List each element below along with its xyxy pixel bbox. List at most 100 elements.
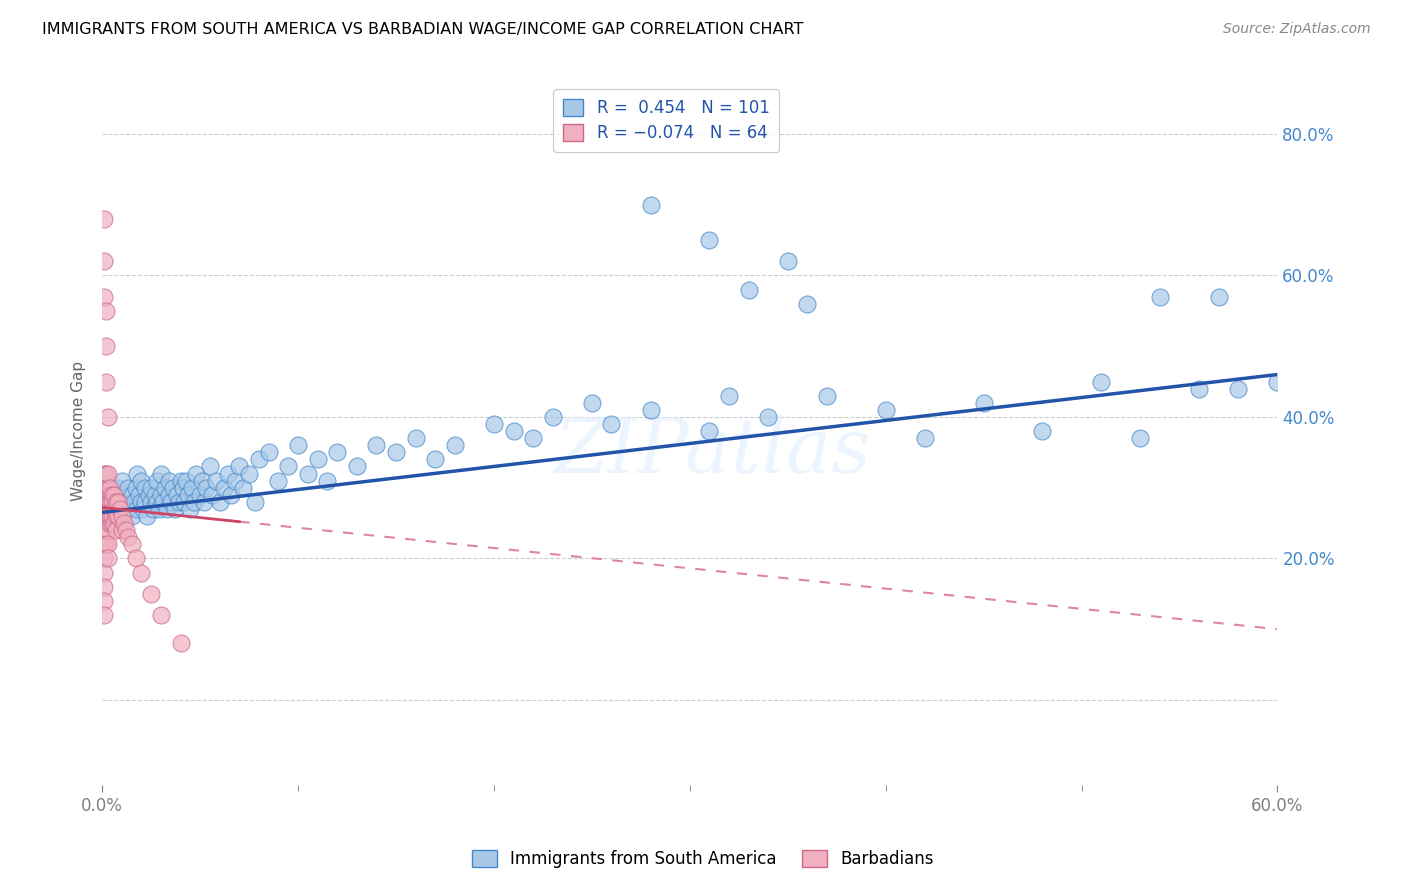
Point (98, 508, 121, 523)
Point (97, 409, 120, 424)
Point (776, 254, 799, 268)
Point (224, 474, 246, 488)
Point (94, 508, 117, 523)
Point (152, 495, 174, 509)
Y-axis label: Wage/Income Gap: Wage/Income Gap (72, 361, 86, 501)
Point (141, 587, 163, 601)
Point (307, 452, 329, 467)
Point (238, 467, 260, 481)
Point (179, 502, 201, 516)
Point (104, 495, 127, 509)
Point (97, 551, 120, 566)
Point (107, 508, 129, 523)
Point (97, 508, 120, 523)
Point (101, 488, 124, 502)
Point (198, 459, 221, 474)
Point (756, 409, 779, 424)
Point (640, 198, 662, 212)
Point (1129, 431, 1152, 445)
Point (405, 431, 427, 445)
Point (101, 516, 124, 530)
Point (143, 488, 166, 502)
Point (796, 297, 818, 311)
Point (204, 474, 226, 488)
Point (128, 488, 150, 502)
Point (208, 495, 231, 509)
Point (1090, 375, 1112, 389)
Point (117, 530, 139, 544)
Point (93, 467, 115, 481)
Point (914, 431, 936, 445)
Point (443, 438, 465, 452)
Point (93, 508, 115, 523)
Point (98, 516, 121, 530)
Point (97, 467, 120, 481)
Point (93, 566, 115, 580)
Point (156, 502, 179, 516)
Point (101, 488, 124, 502)
Point (159, 495, 181, 509)
Point (94, 502, 117, 516)
Point (94, 481, 117, 495)
Point (142, 502, 165, 516)
Point (108, 502, 131, 516)
Point (815, 389, 838, 403)
Point (297, 467, 319, 481)
Legend: Immigrants from South America, Barbadians: Immigrants from South America, Barbadian… (465, 843, 941, 875)
Point (277, 459, 299, 474)
Point (157, 488, 180, 502)
Text: Source: ZipAtlas.com: Source: ZipAtlas.com (1223, 22, 1371, 37)
Point (148, 502, 170, 516)
Point (98, 502, 121, 516)
Point (243, 495, 266, 509)
Point (257, 445, 280, 459)
Point (97, 502, 120, 516)
Point (875, 403, 897, 417)
Point (1227, 382, 1250, 396)
Point (111, 508, 134, 523)
Point (124, 481, 146, 495)
Point (93, 516, 115, 530)
Point (93, 495, 115, 509)
Point (346, 459, 368, 474)
Point (136, 508, 159, 523)
Point (103, 488, 125, 502)
Point (541, 409, 564, 424)
Point (1031, 424, 1053, 438)
Point (212, 481, 235, 495)
Point (640, 403, 662, 417)
Point (162, 481, 184, 495)
Point (1149, 290, 1171, 304)
Point (124, 551, 146, 566)
Point (173, 495, 195, 509)
Point (107, 481, 129, 495)
Point (111, 474, 134, 488)
Point (94, 375, 117, 389)
Point (93, 523, 115, 537)
Point (112, 516, 135, 530)
Point (101, 508, 124, 523)
Point (163, 502, 186, 516)
Point (122, 495, 145, 509)
Point (93, 607, 115, 622)
Point (94, 303, 117, 318)
Point (94, 516, 117, 530)
Point (98, 495, 121, 509)
Point (103, 502, 125, 516)
Point (132, 502, 155, 516)
Point (600, 417, 623, 431)
Point (172, 481, 194, 495)
Point (287, 438, 309, 452)
Point (326, 445, 349, 459)
Point (97, 537, 120, 551)
Point (121, 537, 143, 551)
Point (93, 488, 115, 502)
Point (103, 516, 125, 530)
Point (425, 452, 447, 467)
Point (232, 481, 254, 495)
Point (93, 537, 115, 551)
Point (183, 495, 205, 509)
Point (141, 495, 163, 509)
Point (94, 495, 117, 509)
Point (94, 537, 117, 551)
